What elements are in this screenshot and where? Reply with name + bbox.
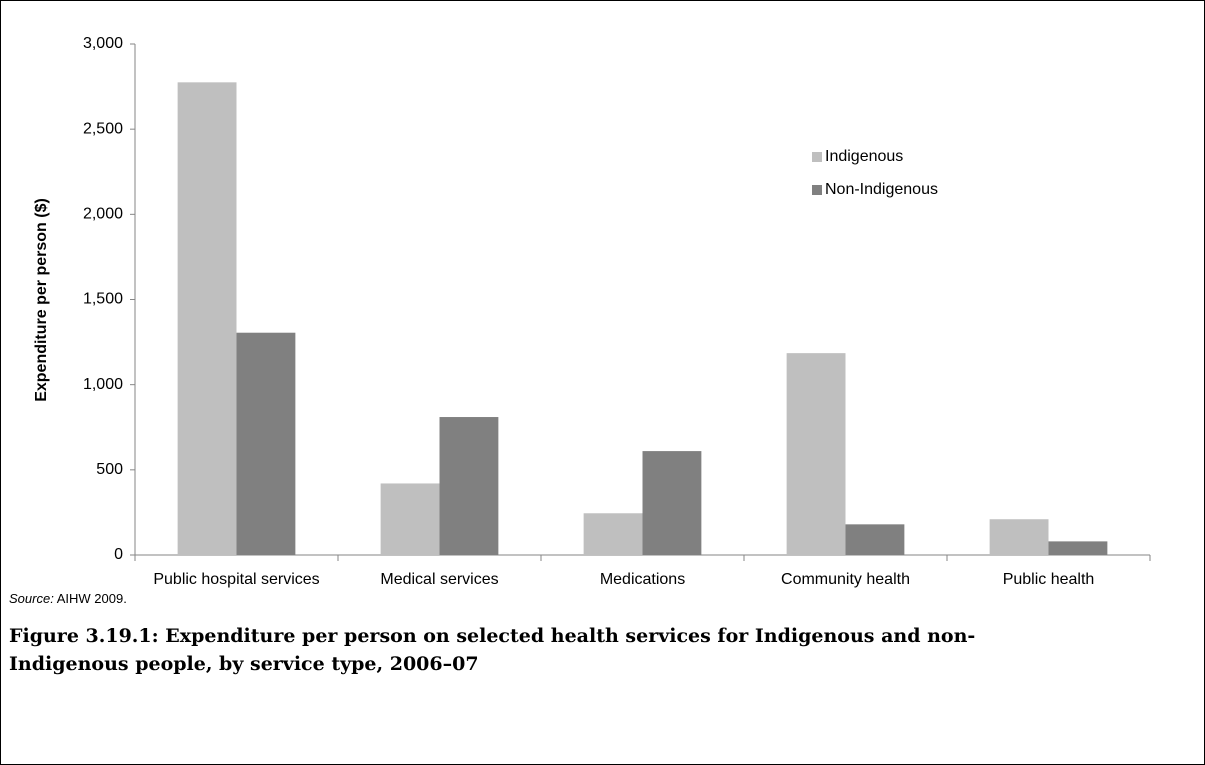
bar (1048, 541, 1108, 555)
x-tick-label: Community health (781, 571, 910, 588)
bar (177, 82, 237, 555)
caption: Figure 3.19.1: Expenditure per person on… (9, 625, 976, 675)
source-label: Source: (9, 591, 54, 606)
legend-swatch (812, 152, 822, 162)
y-tick-label: 500 (96, 461, 123, 478)
legend-label: Non-Indigenous (825, 181, 938, 198)
bar (786, 353, 846, 555)
bar (439, 417, 499, 555)
bar (642, 451, 702, 555)
y-tick-label: 2,500 (83, 120, 123, 137)
bar (845, 524, 905, 555)
source-text: AIHW 2009. (56, 591, 127, 606)
source: Source: AIHW 2009. (9, 591, 127, 606)
bar (380, 483, 440, 555)
y-tick-label: 3,000 (83, 35, 123, 52)
y-tick-label: 2,000 (83, 206, 123, 223)
y-axis-label: Expenditure per person ($) (33, 198, 50, 402)
y-tick-label: 0 (114, 546, 123, 563)
y-tick-label: 1,500 (83, 291, 123, 308)
x-tick-label: Medications (599, 571, 686, 588)
x-tick-label: Public health (1002, 571, 1095, 588)
y-tick-label: 1,000 (83, 376, 123, 393)
bar (236, 332, 296, 555)
bar (989, 519, 1049, 555)
x-tick-label: Medical services (380, 571, 499, 588)
bar (583, 513, 643, 555)
legend-swatch (812, 185, 822, 195)
legend-label: Indigenous (825, 148, 903, 165)
x-tick-label: Public hospital services (153, 571, 320, 588)
